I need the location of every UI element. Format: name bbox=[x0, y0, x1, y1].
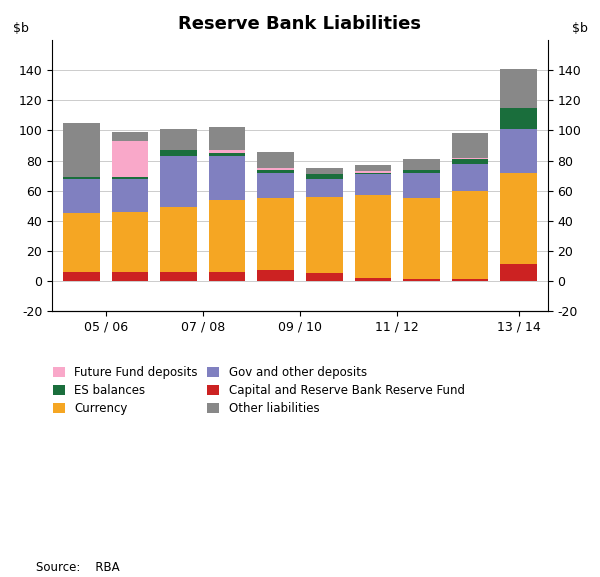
Bar bbox=[209, 200, 245, 272]
Text: $b: $b bbox=[13, 22, 28, 35]
Bar bbox=[452, 190, 488, 279]
Bar bbox=[112, 179, 148, 212]
Bar bbox=[160, 129, 197, 150]
Bar bbox=[63, 272, 100, 281]
Bar bbox=[306, 179, 343, 197]
Bar bbox=[257, 152, 294, 168]
Bar bbox=[209, 150, 245, 153]
Bar bbox=[500, 173, 537, 264]
Bar bbox=[403, 173, 440, 198]
Bar bbox=[160, 150, 197, 156]
Bar bbox=[355, 165, 391, 171]
Bar bbox=[257, 198, 294, 271]
Bar bbox=[355, 195, 391, 278]
Bar bbox=[112, 132, 148, 141]
Title: Reserve Bank Liabilities: Reserve Bank Liabilities bbox=[178, 15, 421, 33]
Bar bbox=[63, 177, 100, 179]
Bar bbox=[403, 198, 440, 279]
Bar bbox=[403, 170, 440, 173]
Bar bbox=[306, 273, 343, 281]
Bar bbox=[306, 174, 343, 179]
Bar bbox=[112, 177, 148, 179]
Bar bbox=[355, 171, 391, 173]
Bar bbox=[63, 123, 100, 177]
Bar bbox=[209, 156, 245, 200]
Bar bbox=[500, 69, 537, 108]
Bar bbox=[160, 207, 197, 272]
Bar bbox=[63, 179, 100, 213]
Legend: Future Fund deposits, ES balances, Currency, Gov and other deposits, Capital and: Future Fund deposits, ES balances, Curre… bbox=[53, 366, 464, 415]
Bar bbox=[257, 173, 294, 198]
Bar bbox=[112, 212, 148, 272]
Bar bbox=[209, 153, 245, 156]
Text: Source:    RBA: Source: RBA bbox=[36, 561, 119, 574]
Bar bbox=[112, 272, 148, 281]
Bar bbox=[403, 279, 440, 281]
Bar bbox=[257, 271, 294, 281]
Bar bbox=[500, 264, 537, 281]
Bar bbox=[63, 213, 100, 272]
Bar bbox=[112, 141, 148, 177]
Bar bbox=[257, 170, 294, 173]
Bar bbox=[452, 159, 488, 163]
Bar bbox=[160, 272, 197, 281]
Bar bbox=[452, 133, 488, 158]
Bar bbox=[209, 272, 245, 281]
Bar bbox=[257, 168, 294, 170]
Bar bbox=[355, 174, 391, 195]
Bar bbox=[355, 173, 391, 174]
Bar bbox=[306, 197, 343, 273]
Bar bbox=[355, 278, 391, 281]
Bar bbox=[160, 156, 197, 207]
Bar bbox=[452, 163, 488, 190]
Bar bbox=[500, 108, 537, 129]
Bar bbox=[209, 128, 245, 150]
Text: $b: $b bbox=[572, 22, 587, 35]
Bar bbox=[500, 129, 537, 173]
Bar bbox=[306, 168, 343, 174]
Bar bbox=[452, 279, 488, 281]
Bar bbox=[452, 158, 488, 159]
Bar bbox=[403, 159, 440, 170]
